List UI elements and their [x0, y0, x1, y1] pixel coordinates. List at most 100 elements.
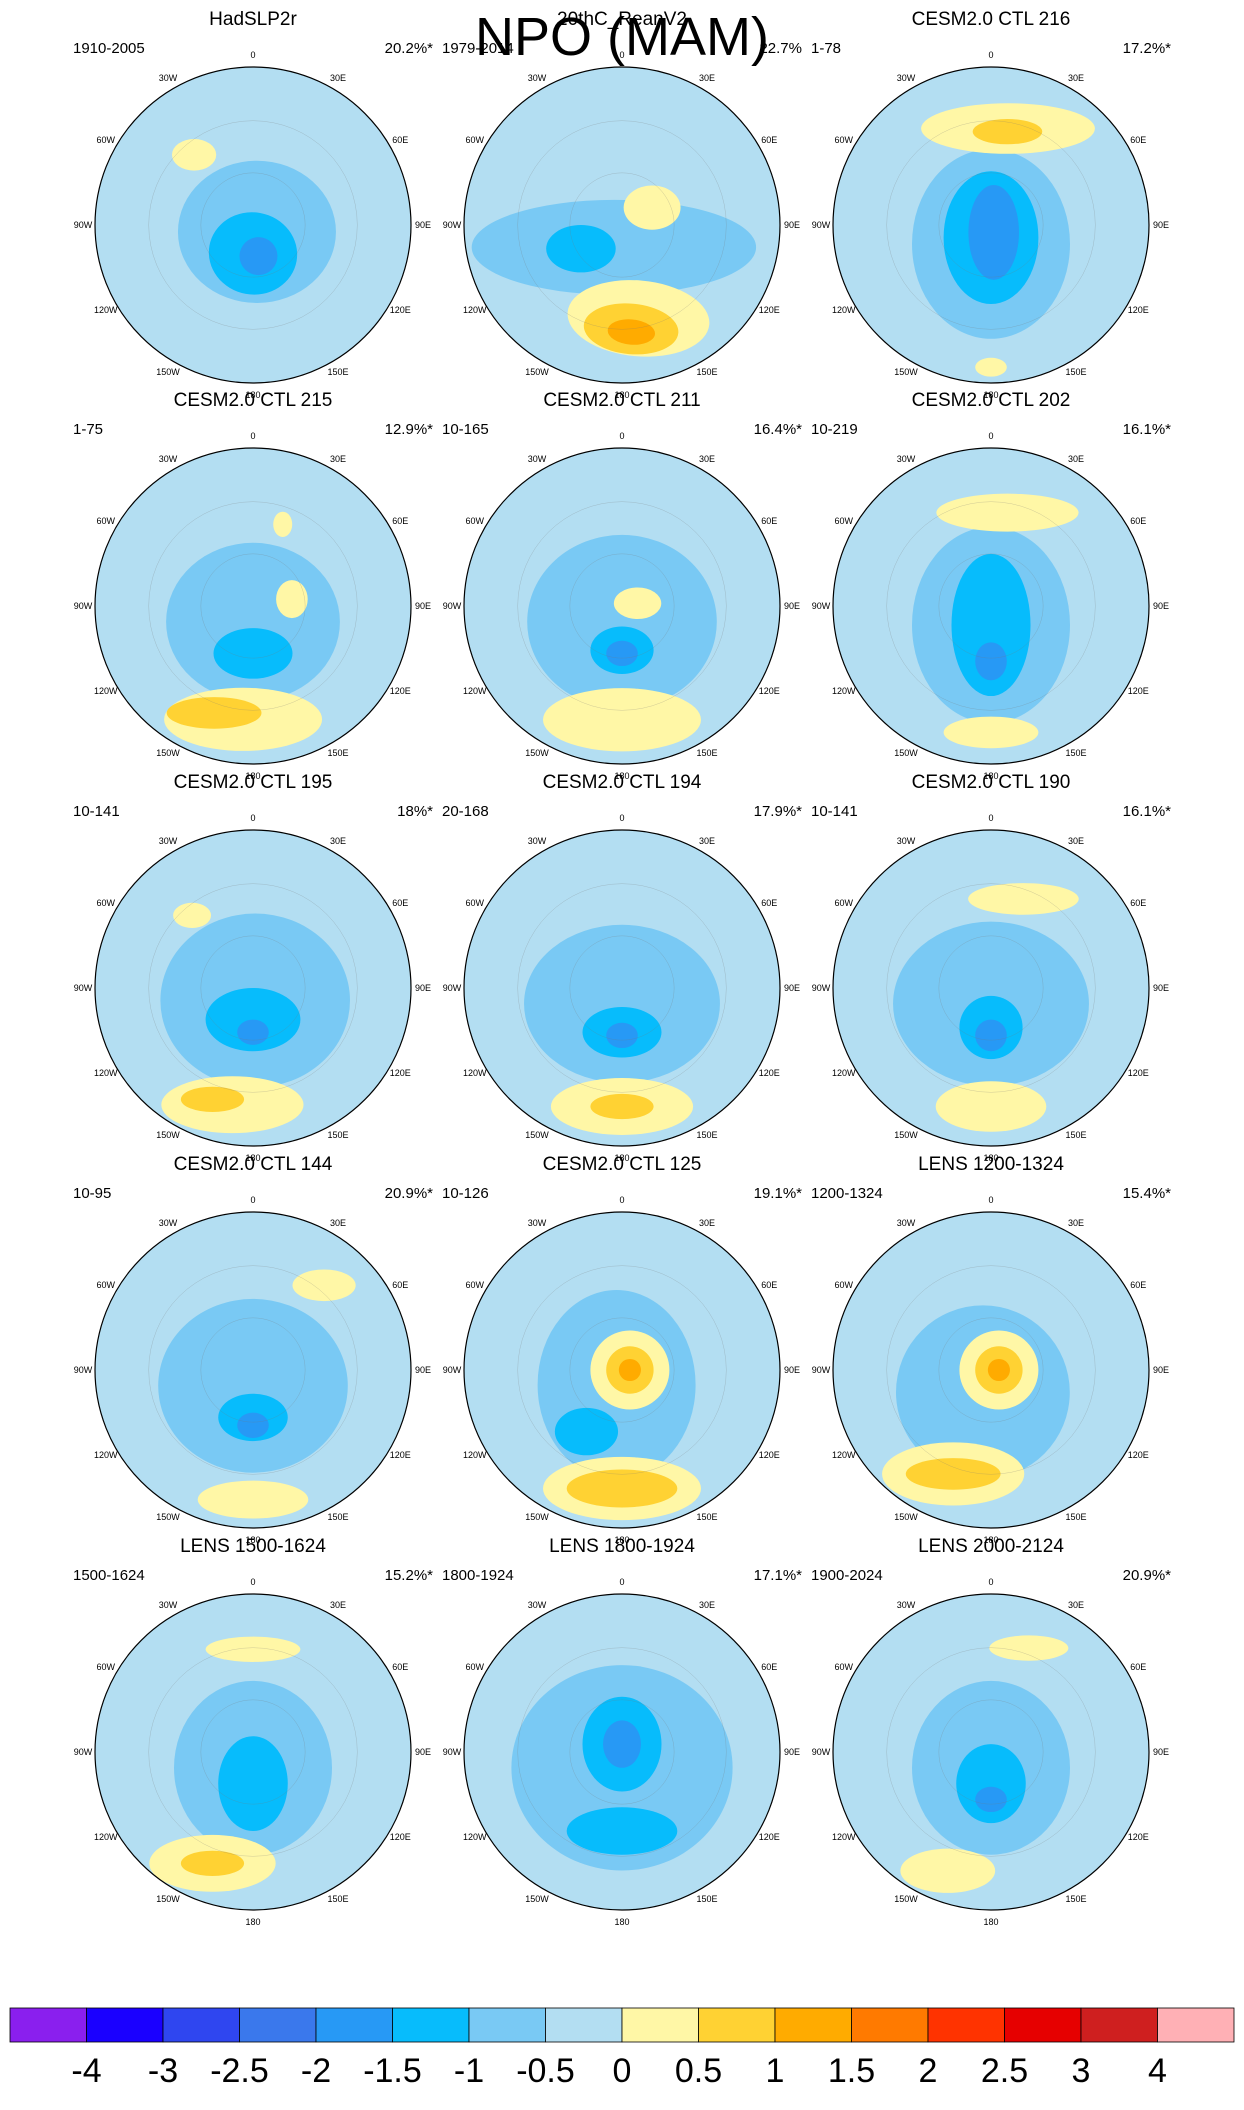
longitude-label: 90E — [784, 1747, 800, 1757]
panel-period: 1800-1924 — [442, 1567, 514, 1584]
contour-band — [180, 1850, 245, 1876]
longitude-label: 120E — [1128, 1068, 1149, 1078]
map-panel: 180 150E 120E 90E 60E 30E 0 30W 60W 90W 120W 150W LE… — [811, 1536, 1171, 1927]
longitude-label: 30E — [699, 454, 715, 464]
longitude-label: 60W — [97, 1280, 116, 1290]
colorbar-tick-label: 2 — [919, 2052, 938, 2090]
longitude-label: 150W — [525, 1512, 549, 1522]
panel-period: 10-165 — [442, 421, 489, 438]
panel-period: 1900-2024 — [811, 1567, 883, 1584]
longitude-label: 120W — [832, 1832, 856, 1842]
longitude-label: 90E — [1153, 983, 1169, 993]
longitude-label: 0 — [250, 813, 255, 823]
longitude-label: 120W — [832, 686, 856, 696]
longitude-label: 180 — [245, 1153, 260, 1163]
latitude-line — [200, 935, 306, 1041]
longitude-label: 180 — [614, 1153, 629, 1163]
panel-period: 1910-2005 — [73, 40, 145, 57]
longitude-label: 90E — [784, 220, 800, 230]
longitude-label: 150E — [1065, 748, 1086, 758]
longitude-label: 90E — [1153, 1365, 1169, 1375]
contour-band — [197, 1480, 309, 1519]
colorbar-swatch — [86, 2007, 164, 2043]
longitude-label: 60W — [466, 135, 485, 145]
contour-band — [218, 1736, 288, 1831]
longitude-label: 30E — [699, 1218, 715, 1228]
longitude-label: 60W — [466, 516, 485, 526]
longitude-label: 90W — [74, 1365, 93, 1375]
longitude-label: 90E — [1153, 220, 1169, 230]
longitude-label: 90W — [812, 220, 831, 230]
longitude-label: 90W — [443, 220, 462, 230]
longitude-label: 30E — [1068, 1600, 1084, 1610]
colorbar-swatch — [851, 2007, 929, 2043]
colorbar-swatch — [468, 2007, 546, 2043]
map-panel: 180 150E 120E 90E 60E 30E 0 30W 60W 90W 120W 150W CE… — [73, 772, 433, 1163]
anomaly-field — [464, 67, 780, 383]
latitude-line — [886, 120, 1096, 330]
panel-period: 1500-1624 — [73, 1567, 145, 1584]
longitude-label: 0 — [619, 1577, 624, 1587]
latitude-line — [517, 501, 727, 711]
longitude-label: 120W — [463, 686, 487, 696]
anomaly-field — [833, 1212, 1149, 1528]
longitude-label: 30W — [159, 1218, 178, 1228]
map-panel: 180 150E 120E 90E 60E 30E 0 30W 60W 90W 120W 150W CE… — [811, 9, 1171, 400]
panel-title: HadSLP2r — [209, 9, 297, 30]
colorbar-swatch — [927, 2007, 1005, 2043]
longitude-label: 0 — [250, 1577, 255, 1587]
longitude-label: 120E — [759, 1832, 780, 1842]
latitude-line — [886, 501, 1096, 711]
map-panel: 180 150E 120E 90E 60E 30E 0 30W 60W 90W 120W 150W LE… — [811, 1154, 1171, 1545]
longitude-label: 0 — [619, 431, 624, 441]
contour-band — [975, 357, 1007, 377]
longitude-label: 30W — [897, 1218, 916, 1228]
contour-band — [273, 511, 293, 537]
longitude-label: 60E — [761, 1280, 777, 1290]
contour-band — [358, 250, 391, 289]
latitude-line — [886, 883, 1096, 1093]
panel-title: CESM2.0 CTL 144 — [174, 1154, 333, 1175]
map-panel: 180 150E 120E 90E 60E 30E 0 30W 60W 90W 120W 150W CE… — [442, 1154, 802, 1545]
latitude-line — [938, 1317, 1044, 1423]
latitude-line — [569, 553, 675, 659]
colorbar-tick-label: -1.5 — [363, 2052, 422, 2090]
contour-band — [205, 988, 301, 1052]
longitude-label: 180 — [983, 1535, 998, 1545]
longitude-label: 120E — [390, 1068, 411, 1078]
longitude-label: 150W — [525, 367, 549, 377]
longitude-label: 90W — [812, 983, 831, 993]
longitude-label: 120E — [1128, 686, 1149, 696]
panel-variance: 20.2%* — [385, 40, 434, 57]
longitude-label: 30W — [528, 454, 547, 464]
latitude-line — [517, 1265, 727, 1475]
map-border — [94, 447, 412, 765]
contour-band — [956, 1744, 1026, 1824]
contour-band — [936, 493, 1079, 532]
longitude-label: 0 — [988, 1577, 993, 1587]
colorbar-tick-label: 0.5 — [675, 2052, 722, 2090]
longitude-label: 60E — [1130, 1280, 1146, 1290]
longitude-label: 60W — [466, 1280, 485, 1290]
contour-band — [543, 688, 701, 752]
longitude-label: 120W — [463, 1450, 487, 1460]
panel-title: CESM2.0 CTL 216 — [912, 9, 1071, 30]
colorbar-swatch — [774, 2007, 852, 2043]
contour-band — [603, 1720, 641, 1768]
latitude-line — [200, 172, 306, 278]
longitude-label: 60W — [97, 516, 116, 526]
map-panel: 180 150E 120E 90E 60E 30E 0 30W 60W 90W 120W 150W CE… — [73, 390, 433, 781]
longitude-label: 120E — [390, 1450, 411, 1460]
panel-title: CESM2.0 CTL 195 — [174, 772, 333, 793]
map-border — [94, 1211, 412, 1529]
map-panel: 180 150E 120E 90E 60E 30E 0 30W 60W 90W 120W 150W CE… — [442, 772, 802, 1163]
contour-band — [292, 1269, 356, 1302]
contour-band — [180, 1086, 245, 1112]
longitude-label: 30E — [1068, 836, 1084, 846]
longitude-label: 90W — [443, 1365, 462, 1375]
contour-band — [205, 1636, 301, 1662]
panel-period: 20-168 — [442, 803, 489, 820]
latitude-line — [200, 1699, 306, 1805]
longitude-label: 30W — [159, 836, 178, 846]
longitude-label: 90W — [812, 1365, 831, 1375]
